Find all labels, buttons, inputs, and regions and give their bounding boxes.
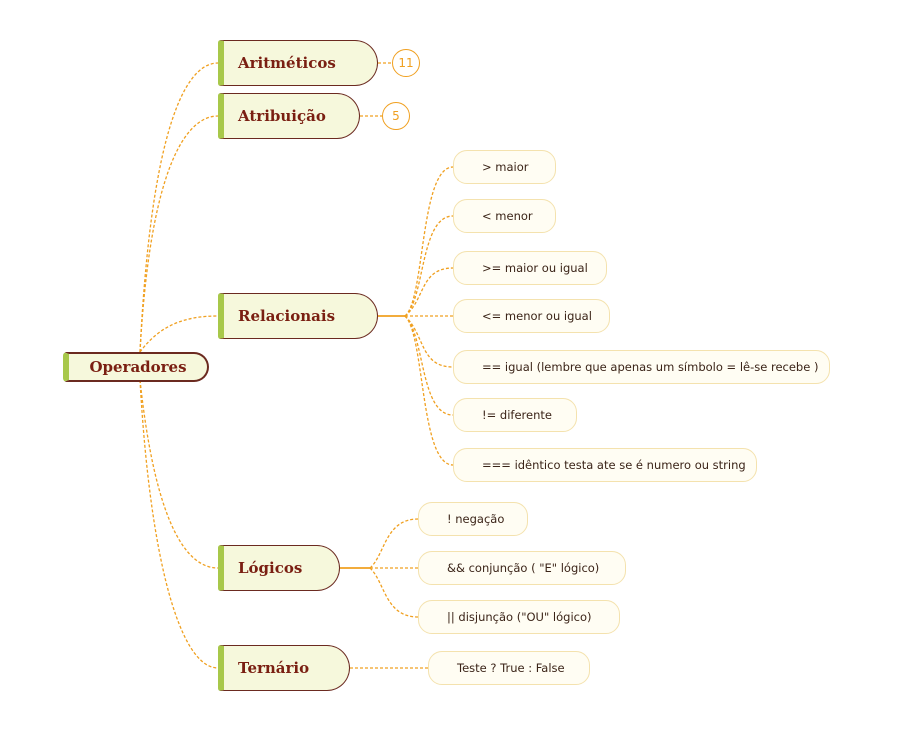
leaf-negacao[interactable]: ! negação	[418, 502, 528, 536]
category-aritmeticos[interactable]: Aritméticos	[218, 40, 378, 86]
category-ternario[interactable]: Ternário	[218, 645, 350, 691]
category-label: Atribuição	[238, 107, 326, 125]
category-label: Ternário	[238, 659, 310, 677]
leaf-maior[interactable]: > maior	[453, 150, 556, 184]
leaf-ternario-expressao[interactable]: Teste ? True : False	[428, 651, 590, 685]
leaf-diferente[interactable]: != diferente	[453, 398, 577, 432]
category-label: Lógicos	[238, 559, 303, 577]
root-label: Operadores	[89, 358, 187, 376]
leaf-menor-ou-igual[interactable]: <= menor ou igual	[453, 299, 610, 333]
category-label: Relacionais	[238, 307, 336, 325]
collapsed-count-badge[interactable]: 11	[392, 49, 420, 77]
category-logicos[interactable]: Lógicos	[218, 545, 340, 591]
category-atribuicao[interactable]: Atribuição	[218, 93, 360, 139]
leaf-igual[interactable]: == igual (lembre que apenas um símbolo =…	[453, 350, 830, 384]
leaf-disjuncao[interactable]: || disjunção ("OU" lógico)	[418, 600, 620, 634]
leaf-conjuncao[interactable]: && conjunção ( "E" lógico)	[418, 551, 626, 585]
root-node-operadores[interactable]: Operadores	[63, 352, 209, 382]
leaf-maior-ou-igual[interactable]: >= maior ou igual	[453, 251, 607, 285]
leaf-identico[interactable]: === idêntico testa ate se é numero ou st…	[453, 448, 757, 482]
category-label: Aritméticos	[238, 54, 336, 72]
collapsed-count-badge[interactable]: 5	[382, 102, 410, 130]
leaf-menor[interactable]: < menor	[453, 199, 556, 233]
category-relacionais[interactable]: Relacionais	[218, 293, 378, 339]
